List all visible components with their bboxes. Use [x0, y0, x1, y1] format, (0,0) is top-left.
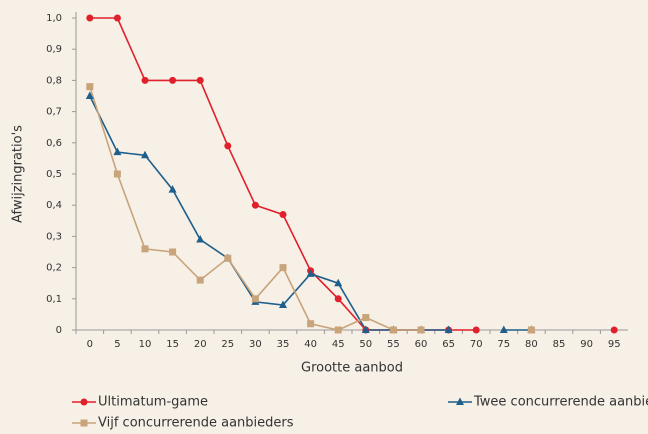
data-point	[141, 150, 149, 159]
x-tick-label: 50	[359, 339, 372, 350]
data-point	[610, 326, 618, 334]
series-line	[90, 18, 614, 330]
data-point	[334, 295, 342, 303]
data-point	[169, 248, 177, 256]
x-tick-label: 15	[166, 339, 179, 350]
data-point	[141, 76, 149, 84]
x-tick-label: 10	[139, 339, 152, 350]
y-tick-label: 0,8	[46, 75, 62, 86]
data-point	[224, 142, 232, 150]
legend-marker	[80, 419, 88, 427]
y-tick-label: 0,4	[46, 200, 62, 211]
y-tick-label: 0,2	[46, 263, 62, 274]
x-tick-label: 35	[277, 339, 290, 350]
data-point	[279, 264, 287, 272]
data-point	[251, 201, 259, 209]
data-point	[86, 14, 94, 22]
data-point	[472, 326, 480, 334]
data-point	[196, 235, 205, 243]
x-tick-label: 65	[442, 339, 455, 350]
data-point	[85, 91, 94, 99]
data-point	[86, 83, 94, 91]
x-tick-label: 5	[114, 339, 120, 350]
x-tick-label: 85	[553, 339, 566, 350]
data-point	[169, 76, 177, 84]
x-tick-label: 20	[194, 339, 207, 350]
data-point	[196, 76, 204, 84]
y-tick-label: 0,3	[46, 231, 62, 242]
legend-marker	[80, 398, 88, 406]
x-tick-label: 80	[525, 339, 538, 350]
x-tick-label: 75	[497, 339, 510, 350]
data-point	[113, 14, 121, 22]
x-tick-label: 95	[608, 339, 621, 350]
data-point	[527, 326, 535, 334]
data-point	[113, 147, 122, 156]
y-tick-label: 1,0	[46, 13, 62, 24]
legend-label: Ultimatum-game	[98, 395, 208, 410]
y-tick-label: 0,1	[46, 294, 62, 305]
data-point	[362, 314, 370, 322]
y-tick-label: 0,7	[46, 107, 62, 118]
y-axis-label: Afwijzingratio's	[11, 125, 26, 223]
x-tick-label: 70	[470, 339, 483, 350]
x-tick-label: 40	[304, 339, 317, 350]
x-tick-label: 45	[332, 339, 345, 350]
data-point	[389, 326, 397, 334]
y-tick-label: 0,9	[46, 44, 62, 55]
series-line	[89, 95, 532, 331]
data-point	[334, 278, 343, 287]
y-tick-label: 0,5	[46, 169, 62, 180]
data-point	[196, 276, 204, 284]
data-point	[499, 325, 508, 333]
x-tick-label: 90	[580, 339, 593, 350]
data-point	[444, 325, 453, 333]
legend-label: Vijf concurrerende aanbieders	[98, 416, 294, 431]
data-point	[334, 326, 342, 334]
data-point	[307, 320, 315, 328]
legend-label: Twee concurrerende aanbieders	[473, 395, 648, 410]
y-tick-label: 0	[56, 325, 62, 336]
x-axis-label: Grootte aanbod	[301, 361, 403, 376]
x-tick-label: 55	[387, 339, 400, 350]
data-point	[279, 211, 287, 219]
data-point	[113, 170, 121, 178]
data-point	[141, 245, 149, 253]
series-line	[90, 87, 532, 330]
x-tick-label: 25	[221, 339, 234, 350]
x-tick-label: 60	[415, 339, 428, 350]
data-point	[279, 300, 287, 309]
data-point	[168, 185, 177, 193]
data-point	[224, 254, 232, 262]
data-point	[306, 269, 315, 277]
x-tick-label: 30	[249, 339, 262, 350]
data-point	[251, 295, 259, 303]
data-point	[417, 326, 425, 334]
data-point	[361, 325, 370, 333]
x-tick-label: 0	[87, 339, 93, 350]
legend-marker	[456, 397, 464, 405]
y-tick-label: 0,6	[46, 138, 62, 149]
